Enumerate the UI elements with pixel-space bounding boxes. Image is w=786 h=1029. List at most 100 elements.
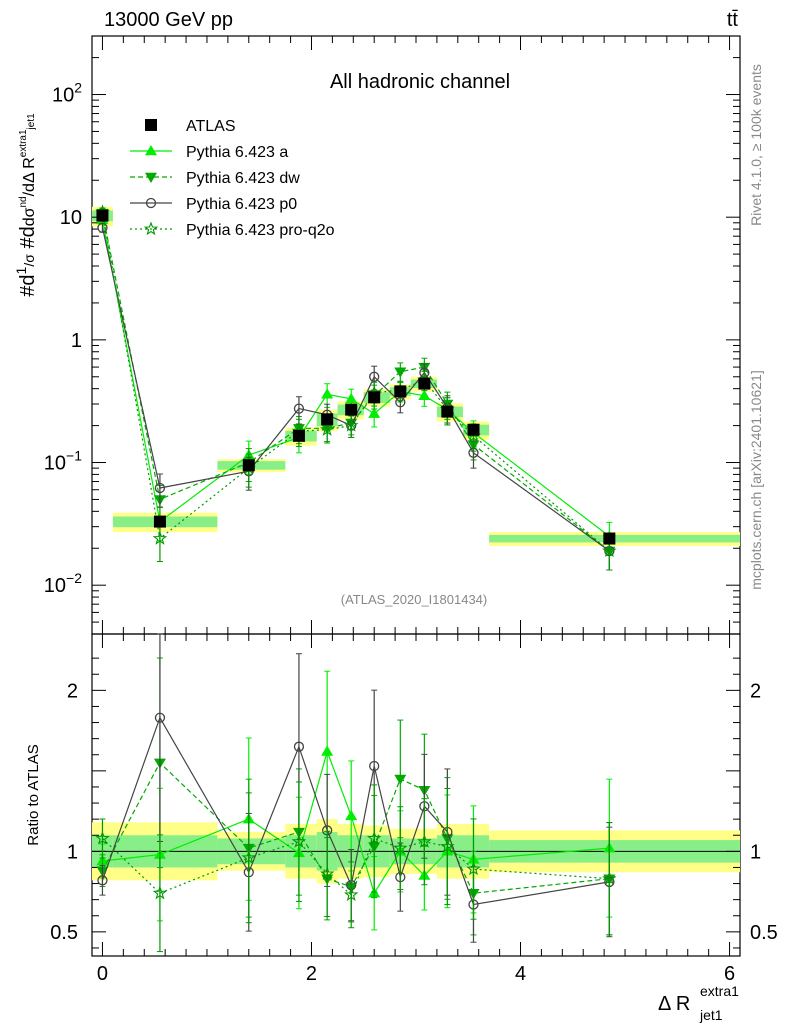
x-axis-label: Δ R xyxy=(658,993,690,1015)
series-pythia-6-423-a xyxy=(96,213,616,556)
main-y-tick-base: 10 xyxy=(44,453,66,475)
main-series xyxy=(95,204,617,571)
ratio-point xyxy=(369,760,380,772)
ratio-line xyxy=(102,749,610,895)
legend-label: Pythia 6.423 pro-q2o xyxy=(186,222,335,239)
x-tick-label: 0 xyxy=(97,963,108,985)
mcplots-label: mcplots.cern.ch [arXiv:2401.10621] xyxy=(748,370,764,589)
data-point xyxy=(418,389,431,400)
x-axis-ticks: 0 2 4 6 xyxy=(97,36,735,985)
ratio-y-tick-label-left: 2 xyxy=(67,680,78,702)
main-y-axis-label: #d1/σ #ddσnd/dΔ Rextra1jet1 xyxy=(13,113,39,297)
main-y-tick-label: 10−2 xyxy=(44,570,82,597)
ratio-series xyxy=(95,633,617,953)
legend-marker xyxy=(145,197,157,209)
ratio-y-tick-label-left: 1 xyxy=(67,841,78,863)
legend: ATLAS Pythia 6.423 a Pythia 6.423 dw Pythia… xyxy=(130,118,335,239)
data-point xyxy=(320,422,335,436)
ratio-line xyxy=(102,837,610,896)
legend-label: Pythia 6.423 a xyxy=(186,144,288,161)
ratio-series-pythia-6-423-a xyxy=(96,670,616,931)
data-point xyxy=(153,515,166,528)
data-point xyxy=(368,407,381,418)
data-point xyxy=(344,418,359,432)
data-point xyxy=(321,413,334,426)
ratio-point xyxy=(241,850,256,864)
data-point xyxy=(152,530,168,545)
analysis-id: (ATLAS_2020_I1801434) xyxy=(341,592,487,607)
legend-entry: Pythia 6.423 dw xyxy=(130,170,300,187)
main-y-tick-exp: −2 xyxy=(66,570,82,586)
ratio-point xyxy=(97,875,108,886)
ratio-point xyxy=(367,830,382,845)
ratio-point xyxy=(320,866,335,880)
main-y-tick-exp: −1 xyxy=(66,448,82,464)
ratio-y-ticks: 0.5 0.5 1 1 2 2 xyxy=(50,657,778,949)
main-y-tick-label: 10−1 xyxy=(44,448,82,475)
legend-entry: Pythia 6.423 a xyxy=(130,144,288,161)
ratio-point xyxy=(345,809,358,821)
data-point xyxy=(345,403,358,416)
ratio-point xyxy=(152,885,168,900)
data-point xyxy=(154,482,166,494)
data-point xyxy=(602,543,617,558)
main-uncertainty-bands xyxy=(92,206,740,546)
x-axis-label-main: Δ R xyxy=(658,993,690,1015)
legend-marker xyxy=(145,119,157,131)
data-point xyxy=(418,377,431,390)
series-line xyxy=(101,211,610,552)
legend-label: Pythia 6.423 dw xyxy=(186,170,300,187)
data-point xyxy=(368,391,381,404)
legend-marker xyxy=(143,221,159,236)
ratio-y-tick-label-right: 0.5 xyxy=(750,922,778,944)
ratio-point xyxy=(321,745,334,756)
data-point xyxy=(394,385,407,398)
data-point xyxy=(242,459,255,472)
data-point xyxy=(345,392,358,404)
ratio-line xyxy=(101,761,610,894)
ratio-point xyxy=(95,830,110,845)
ratio-y-tick-label-right: 2 xyxy=(750,680,761,702)
main-y-tick-base: 10 xyxy=(52,85,74,107)
ratio-frame xyxy=(91,633,741,957)
data-point xyxy=(97,222,108,233)
ratio-point xyxy=(440,838,455,853)
legend-entry: Pythia 6.423 p0 xyxy=(130,196,297,213)
data-point xyxy=(441,405,454,418)
ratio-point xyxy=(291,834,307,848)
x-tick-label: 2 xyxy=(306,963,317,985)
energy-label: 13000 GeV pp xyxy=(104,9,233,31)
legend-label: Pythia 6.423 p0 xyxy=(186,196,297,213)
x-tick-label: 4 xyxy=(515,963,526,985)
channel-title: All hadronic channel xyxy=(330,71,510,93)
series-line xyxy=(101,227,610,552)
data-point xyxy=(467,423,480,436)
data-point xyxy=(603,532,616,545)
series-atlas xyxy=(96,209,616,545)
series-line xyxy=(101,212,610,552)
data-point xyxy=(321,388,334,399)
series-line xyxy=(101,219,610,537)
legend-marker xyxy=(145,145,157,156)
ratio-point xyxy=(344,887,359,901)
ratio-y-axis-label: Ratio to ATLAS xyxy=(25,744,42,845)
process-label: tt̄ xyxy=(727,9,739,31)
data-point xyxy=(96,209,109,222)
legend-entry: Pythia 6.423 pro-q2o xyxy=(130,221,335,239)
ratio-point xyxy=(602,871,617,885)
main-y-tick-base: 10 xyxy=(44,575,66,597)
ratio-y-tick-label-right: 1 xyxy=(750,841,761,863)
data-point xyxy=(292,429,305,442)
ratio-point xyxy=(417,834,432,848)
main-y-tick-label: 10 xyxy=(60,207,82,229)
ratio-series-pythia-6-423-p0 xyxy=(97,633,615,943)
ratio-point xyxy=(393,840,408,855)
data-point xyxy=(293,403,305,414)
ratio-point xyxy=(293,741,305,752)
ratio-point xyxy=(394,774,407,785)
x-axis-label-sub: jet1 xyxy=(699,1007,723,1023)
main-y-tick-exp: 2 xyxy=(74,80,82,96)
rivet-version-label: Rivet 4.1.0, ≥ 100k events xyxy=(748,64,764,226)
